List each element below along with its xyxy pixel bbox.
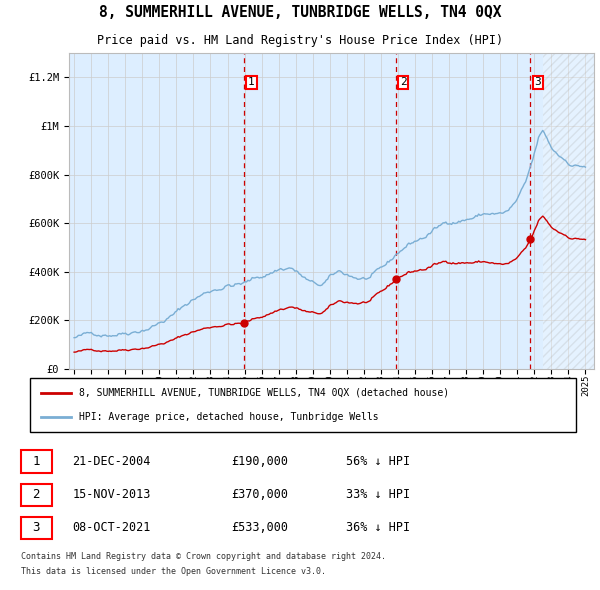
Text: Price paid vs. HM Land Registry's House Price Index (HPI): Price paid vs. HM Land Registry's House … <box>97 34 503 47</box>
Text: 08-OCT-2021: 08-OCT-2021 <box>73 521 151 534</box>
Text: Contains HM Land Registry data © Crown copyright and database right 2024.: Contains HM Land Registry data © Crown c… <box>20 552 386 561</box>
Text: 56% ↓ HPI: 56% ↓ HPI <box>346 455 410 468</box>
Text: £370,000: £370,000 <box>231 488 288 501</box>
Text: 2: 2 <box>32 488 40 501</box>
Text: 8, SUMMERHILL AVENUE, TUNBRIDGE WELLS, TN4 0QX: 8, SUMMERHILL AVENUE, TUNBRIDGE WELLS, T… <box>99 5 501 20</box>
Text: 1: 1 <box>32 455 40 468</box>
Text: 33% ↓ HPI: 33% ↓ HPI <box>346 488 410 501</box>
Text: 8, SUMMERHILL AVENUE, TUNBRIDGE WELLS, TN4 0QX (detached house): 8, SUMMERHILL AVENUE, TUNBRIDGE WELLS, T… <box>79 388 449 398</box>
FancyBboxPatch shape <box>30 378 576 432</box>
Bar <box>543 53 594 369</box>
Text: 1: 1 <box>248 77 255 87</box>
Text: £190,000: £190,000 <box>231 455 288 468</box>
Text: HPI: Average price, detached house, Tunbridge Wells: HPI: Average price, detached house, Tunb… <box>79 412 379 422</box>
FancyBboxPatch shape <box>20 450 52 473</box>
FancyBboxPatch shape <box>20 517 52 539</box>
Text: 21-DEC-2004: 21-DEC-2004 <box>73 455 151 468</box>
Text: 3: 3 <box>535 77 541 87</box>
Text: £533,000: £533,000 <box>231 521 288 534</box>
Text: 36% ↓ HPI: 36% ↓ HPI <box>346 521 410 534</box>
FancyBboxPatch shape <box>20 484 52 506</box>
Text: 15-NOV-2013: 15-NOV-2013 <box>73 488 151 501</box>
Text: 3: 3 <box>32 521 40 534</box>
Text: This data is licensed under the Open Government Licence v3.0.: This data is licensed under the Open Gov… <box>20 566 326 575</box>
Text: 2: 2 <box>400 77 407 87</box>
